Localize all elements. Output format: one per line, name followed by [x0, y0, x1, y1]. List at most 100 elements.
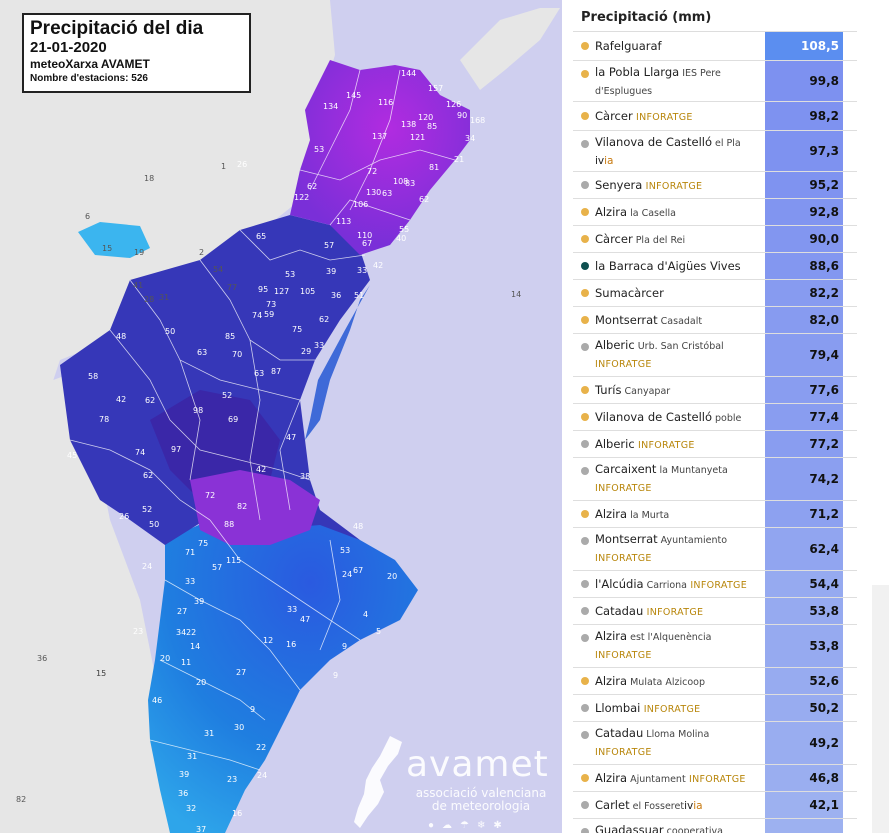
station-value: 74: [135, 448, 146, 457]
station-value: 69: [228, 415, 239, 424]
neighbour-land: [0, 0, 335, 460]
table-row[interactable]: Catadau INFORATGE 53,8: [573, 598, 857, 625]
table-row[interactable]: l'Alcúdia Carriona INFORATGE 54,4: [573, 571, 857, 598]
station-type-dot: [581, 181, 589, 189]
station-name-text: Sumacàrcer: [595, 286, 664, 300]
station-name[interactable]: la Barraca d'Aigües Vives: [595, 258, 763, 275]
station-name-text: Alzira: [595, 771, 628, 785]
station-name[interactable]: Alberic INFORATGE: [595, 436, 763, 454]
station-value: 63: [382, 189, 393, 198]
table-row[interactable]: Vilanova de Castelló el Pla ivia 97,3: [573, 131, 857, 172]
station-name-text: Alzira: [595, 629, 628, 643]
station-name[interactable]: Catadau Lloma Molina INFORATGE: [595, 725, 763, 761]
table-row[interactable]: Guadassuar cooperativaINFORATGE42,0: [573, 819, 857, 833]
station-name[interactable]: Alzira Mulata Alzicoop: [595, 673, 763, 691]
station-value: 113: [336, 217, 352, 226]
table-row[interactable]: Senyera INFORATGE 95,2: [573, 172, 857, 199]
precipitation-map[interactable]: 144 157 145 116 134 126 120 90 168 138 85 137 34 121 5…: [0, 0, 562, 833]
station-type-dot: [581, 607, 589, 615]
table-row[interactable]: la Barraca d'Aigües Vives 88,6: [573, 253, 857, 280]
station-name[interactable]: Alzira Ajuntament INFORATGE: [595, 770, 763, 788]
network-tag: INFORATGE: [595, 553, 652, 564]
station-name[interactable]: Alberic Urb. San Cristóbal INFORATGE: [595, 337, 763, 373]
table-row[interactable]: Sumacàrcer 82,2: [573, 280, 857, 307]
station-value: 39: [194, 597, 205, 606]
station-name[interactable]: l'Alcúdia Carriona INFORATGE: [595, 576, 763, 594]
table-row[interactable]: Vilanova de Castelló poble 77,4: [573, 404, 857, 431]
station-subname: Ajuntament: [627, 774, 686, 785]
station-value: 50: [149, 520, 160, 529]
precipitation-value: 95,2: [765, 172, 843, 198]
station-type-dot: [581, 70, 589, 78]
table-row[interactable]: Rafelguaraf 108,5: [573, 32, 857, 61]
station-name[interactable]: Vilanova de Castelló poble: [595, 409, 763, 427]
table-row[interactable]: Alzira la Murta 71,2: [573, 501, 857, 528]
station-name[interactable]: Càrcer Pla del Rei: [595, 231, 763, 249]
station-value: 81: [429, 163, 440, 172]
station-name[interactable]: Sumacàrcer: [595, 285, 763, 302]
table-row[interactable]: Catadau Lloma Molina INFORATGE 49,2: [573, 722, 857, 765]
station-value: 42: [256, 465, 267, 474]
table-row[interactable]: Càrcer INFORATGE 98,2: [573, 102, 857, 131]
station-value: 31: [159, 293, 170, 302]
network-tag: ivia: [595, 155, 614, 167]
station-value: 62: [145, 396, 156, 405]
station-value: 70: [232, 350, 243, 359]
station-value: 30: [234, 723, 245, 732]
station-name[interactable]: Turís Canyapar: [595, 382, 763, 400]
station-name[interactable]: Rafelguaraf: [595, 38, 763, 55]
table-row[interactable]: Alberic INFORATGE 77,2: [573, 431, 857, 458]
avamet-watermark: avamet associació valenciana de meteorol…: [350, 730, 560, 833]
station-value: 26: [237, 160, 248, 169]
station-type-dot: [581, 510, 589, 518]
station-value: 59: [264, 310, 275, 319]
station-name[interactable]: Guadassuar cooperativaINFORATGE: [595, 822, 763, 833]
station-value: 1: [221, 162, 227, 171]
region-south: [148, 520, 418, 833]
table-row[interactable]: Carlet el Fosseretivia 42,1: [573, 792, 857, 819]
table-row[interactable]: Montserrat Ayuntamiento INFORATGE 62,4: [573, 528, 857, 571]
station-value: 116: [378, 98, 394, 107]
table-row[interactable]: Alzira la Casella 92,8: [573, 199, 857, 226]
station-name[interactable]: Alzira la Casella: [595, 204, 763, 222]
station-value: 2: [199, 248, 205, 257]
station-name[interactable]: Alzira est l'Alquenència INFORATGE: [595, 628, 763, 664]
station-name[interactable]: Alzira la Murta: [595, 506, 763, 524]
station-value: 27: [236, 668, 247, 677]
precipitation-value: 77,2: [765, 431, 843, 457]
station-value: 90: [457, 111, 468, 120]
station-value: 62: [319, 315, 330, 324]
table-row[interactable]: Alberic Urb. San Cristóbal INFORATGE 79,4: [573, 334, 857, 377]
scrollbar-track[interactable]: [872, 585, 889, 833]
station-value: 37: [196, 825, 207, 833]
station-value: 27: [177, 607, 188, 616]
table-row[interactable]: Alzira est l'Alquenència INFORATGE 53,8: [573, 625, 857, 668]
station-name[interactable]: Catadau INFORATGE: [595, 603, 763, 621]
station-value: 72: [367, 167, 378, 176]
station-name[interactable]: Llombai INFORATGE: [595, 700, 763, 718]
station-name[interactable]: Carlet el Fosseretivia: [595, 797, 763, 815]
station-value: 23: [227, 775, 238, 784]
station-name[interactable]: Vilanova de Castelló el Pla ivia: [595, 134, 763, 170]
table-row[interactable]: Càrcer Pla del Rei 90,0: [573, 226, 857, 253]
station-name[interactable]: Montserrat Casadalt: [595, 312, 763, 330]
table-row[interactable]: Llombai INFORATGE 50,2: [573, 695, 857, 722]
station-name-text: la Barraca d'Aigües Vives: [595, 259, 741, 273]
map-date: 21-01-2020: [30, 39, 107, 56]
station-type-dot: [581, 677, 589, 685]
station-type-dot: [581, 140, 589, 148]
table-row[interactable]: Alzira Mulata Alzicoop 52,6: [573, 668, 857, 695]
station-name[interactable]: la Pobla Llarga IES Pere d'Esplugues: [595, 64, 763, 100]
table-row[interactable]: la Pobla Llarga IES Pere d'Esplugues 99,8: [573, 61, 857, 102]
station-name[interactable]: Montserrat Ayuntamiento INFORATGE: [595, 531, 763, 567]
table-row[interactable]: Carcaixent la Muntanyeta INFORATGE 74,2: [573, 458, 857, 501]
station-name[interactable]: Càrcer INFORATGE: [595, 108, 763, 126]
station-value: 42: [116, 395, 127, 404]
table-row[interactable]: Turís Canyapar 77,6: [573, 377, 857, 404]
station-name[interactable]: Senyera INFORATGE: [595, 177, 763, 195]
table-row[interactable]: Alzira Ajuntament INFORATGE 46,8: [573, 765, 857, 792]
station-name[interactable]: Carcaixent la Muntanyeta INFORATGE: [595, 461, 763, 497]
table-row[interactable]: Montserrat Casadalt 82,0: [573, 307, 857, 334]
station-value: 24: [257, 771, 268, 780]
precipitation-value: 82,0: [765, 307, 843, 333]
